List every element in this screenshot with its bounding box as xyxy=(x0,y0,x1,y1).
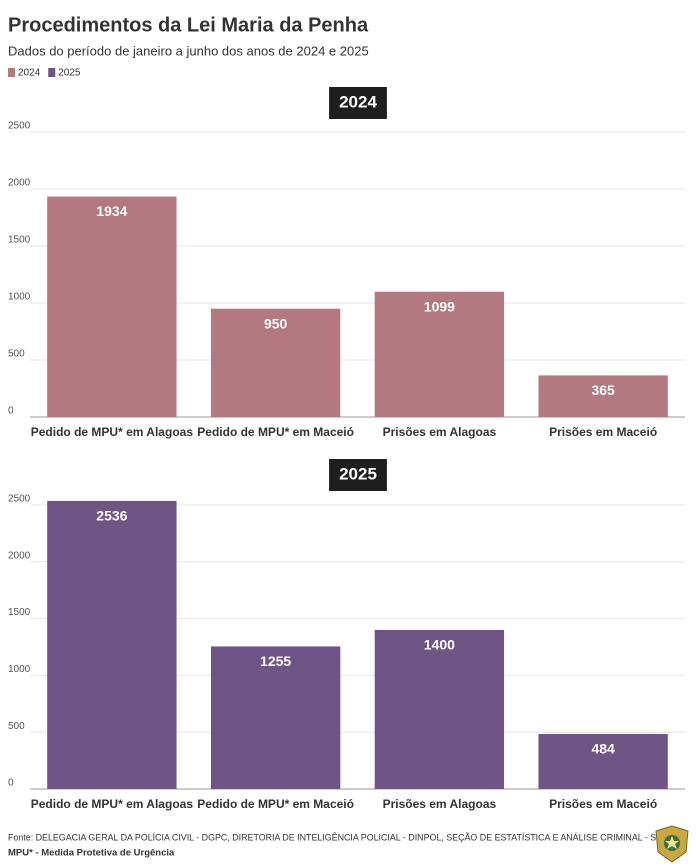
panel-title: 2025 xyxy=(339,464,377,483)
bar xyxy=(374,629,505,789)
value-label: 950 xyxy=(264,315,288,331)
y-tick-label: 1500 xyxy=(8,235,31,246)
subtitle: Dados do período de janeiro a junho dos … xyxy=(8,43,369,58)
x-tick-label: Prisões em Maceió xyxy=(549,797,657,811)
y-tick-label: 1500 xyxy=(8,607,31,618)
x-tick-label: Pedido de MPU* em Alagoas xyxy=(31,797,194,811)
x-tick-label: Prisões em Maceió xyxy=(549,425,657,439)
value-label: 484 xyxy=(591,741,615,757)
bar xyxy=(210,308,341,417)
panel-title: 2024 xyxy=(339,92,377,111)
legend-swatch xyxy=(48,68,56,77)
x-tick-label: Prisões em Alagoas xyxy=(383,425,497,439)
y-tick-label: 500 xyxy=(8,721,25,732)
y-tick-label: 2000 xyxy=(8,550,31,561)
bar xyxy=(47,196,177,417)
legend-swatch xyxy=(8,68,15,77)
y-tick-label: 2500 xyxy=(8,121,31,132)
y-tick-label: 2000 xyxy=(8,178,31,189)
panel-title-box xyxy=(329,87,387,119)
x-tick-label: Prisões em Alagoas xyxy=(383,797,497,811)
bar xyxy=(374,291,505,417)
y-tick-label: 0 xyxy=(8,406,14,417)
value-label: 365 xyxy=(591,382,615,398)
bar xyxy=(47,500,177,789)
x-tick-label: Pedido de MPU* em Maceió xyxy=(197,425,354,439)
y-tick-label: 500 xyxy=(8,349,25,360)
legend-label: 2025 xyxy=(58,68,81,79)
note: MPU* - Medida Protetiva de Urgência xyxy=(8,848,175,859)
x-tick-label: Pedido de MPU* em Alagoas xyxy=(31,425,194,439)
bar xyxy=(538,375,668,417)
y-tick-label: 2500 xyxy=(8,494,31,505)
value-label: 1934 xyxy=(96,203,127,219)
source: Fonte: DELEGACIA GERAL DA POLÍCIA CIVIL … xyxy=(8,833,680,844)
panel-title-box xyxy=(329,459,387,491)
y-tick-label: 1000 xyxy=(8,292,31,303)
legend-label: 2024 xyxy=(18,68,41,79)
y-tick-label: 1000 xyxy=(8,664,31,675)
title: Procedimentos da Lei Maria da Penha xyxy=(8,14,369,36)
value-label: 1400 xyxy=(424,637,455,653)
value-label: 2536 xyxy=(96,508,127,524)
logo xyxy=(655,825,689,863)
value-label: 1255 xyxy=(260,653,291,669)
y-tick-label: 0 xyxy=(8,778,14,789)
x-tick-label: Pedido de MPU* em Maceió xyxy=(197,797,354,811)
bar xyxy=(210,646,341,789)
value-label: 1099 xyxy=(424,298,455,314)
bar xyxy=(538,734,668,789)
